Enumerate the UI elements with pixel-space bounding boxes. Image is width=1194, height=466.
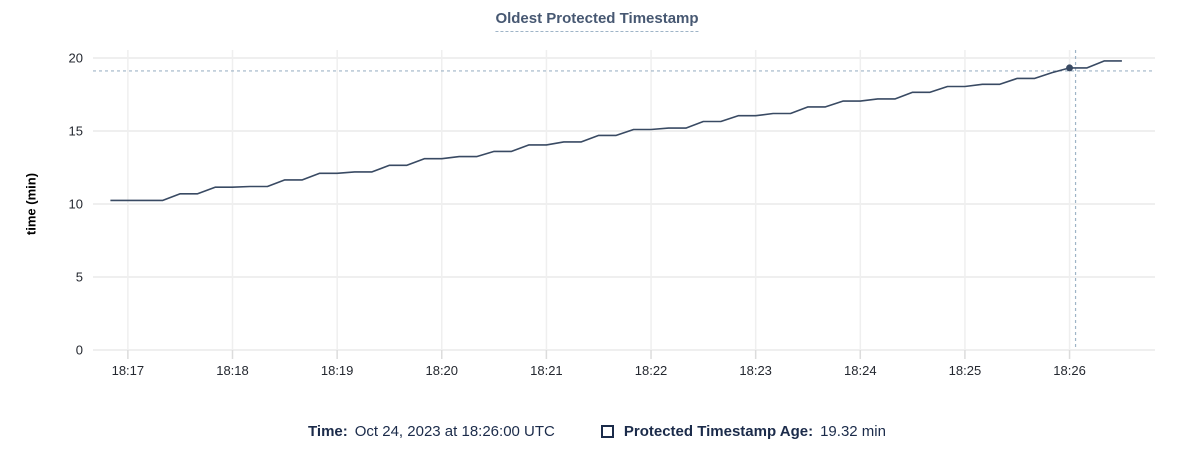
x-tick-label: 18:19 [321, 363, 354, 378]
x-tick-label: 18:17 [112, 363, 145, 378]
tooltip-time-value: Oct 24, 2023 at 18:26:00 UTC [354, 423, 555, 440]
y-tick-label: 20 [69, 51, 83, 66]
x-tick-label: 18:18 [216, 363, 249, 378]
x-tick-label: 18:21 [530, 363, 563, 378]
y-tick-label: 0 [76, 343, 83, 358]
chart-plot-area[interactable]: 0 5 10 15 20 18:17 18:18 18:19 18:20 18:21 18:22 18… [0, 0, 1194, 400]
chart-title[interactable]: Oldest Protected Timestamp [495, 10, 699, 32]
hover-point-dot [1066, 64, 1074, 72]
series-value: 19.32 min [820, 423, 886, 440]
x-tick-label: 18:26 [1053, 363, 1086, 378]
x-tick-label: 18:25 [949, 363, 982, 378]
x-tick-label: 18:23 [739, 363, 772, 378]
chart-tooltip-legend: Time: Oct 24, 2023 at 18:26:00 UTC Prote… [0, 423, 1194, 440]
series-swatch-icon [600, 425, 614, 438]
series-label: Protected Timestamp Age: [623, 423, 814, 440]
y-axis-title: time (min) [23, 172, 39, 236]
x-tick-label: 18:20 [425, 363, 458, 378]
legend-series-protected-timestamp-age[interactable]: Protected Timestamp Age: 19.32 min [600, 423, 886, 440]
y-tick-label: 15 [69, 124, 83, 139]
series-line-protected-timestamp-age [110, 60, 1122, 202]
tooltip-time: Time: Oct 24, 2023 at 18:26:00 UTC [308, 423, 555, 440]
x-tick-label: 18:22 [635, 363, 668, 378]
tooltip-time-label: Time: [308, 423, 348, 440]
y-tick-label: 10 [69, 197, 83, 212]
x-tick-label: 18:24 [844, 363, 877, 378]
y-tick-label: 5 [76, 270, 83, 285]
